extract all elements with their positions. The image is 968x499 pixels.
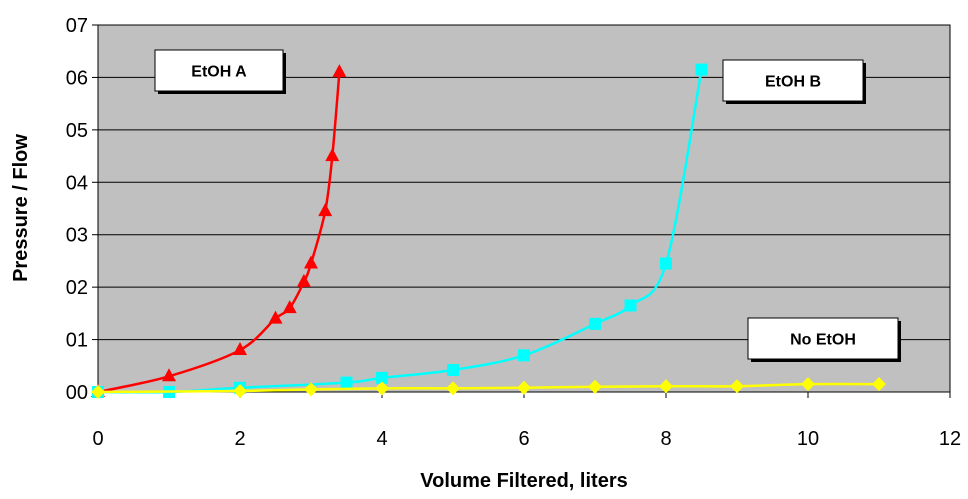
data-point-etoh-b <box>518 349 530 362</box>
y-tick-label: 03 <box>66 225 88 247</box>
label-box-no-etoh <box>747 317 899 360</box>
data-point-no-etoh <box>588 379 602 394</box>
data-point-etoh-b <box>340 376 353 389</box>
data-point-etoh-a <box>282 300 297 314</box>
x-tick-label: 4 <box>376 428 387 450</box>
x-tick-label: 8 <box>660 428 671 450</box>
data-point-etoh-a <box>325 148 340 162</box>
data-point-etoh-a <box>296 273 311 287</box>
y-tick-label: 01 <box>66 330 88 352</box>
y-tick-label: 06 <box>66 67 88 89</box>
data-point-etoh-b <box>589 317 601 330</box>
y-tick-label: 04 <box>66 172 88 194</box>
series-layer <box>91 63 886 399</box>
label-box-etoh-a <box>154 49 284 92</box>
series-line-etoh-a <box>97 72 341 394</box>
series-label-etoh-b: EtOH B <box>765 74 821 91</box>
data-point-etoh-a <box>304 255 318 269</box>
data-point-no-etoh <box>304 382 318 397</box>
data-point-etoh-a <box>318 203 333 217</box>
data-point-no-etoh <box>375 381 389 396</box>
y-tick-label: 05 <box>66 120 88 142</box>
data-point-etoh-b <box>695 63 708 76</box>
data-point-no-etoh <box>872 377 886 392</box>
data-point-etoh-a <box>332 64 347 78</box>
series-labels: EtOH A EtOH B No EtOH <box>154 49 901 362</box>
label-box-etoh-b <box>722 59 864 102</box>
series-line-etoh-b <box>97 69 703 394</box>
data-point-etoh-a <box>162 368 176 382</box>
data-point-no-etoh <box>91 385 105 399</box>
x-tick-label: 6 <box>518 428 529 450</box>
series-label-no-etoh: No EtOH <box>790 332 856 349</box>
data-point-no-etoh <box>233 383 247 398</box>
data-point-no-etoh <box>446 381 460 396</box>
data-point-etoh-a <box>268 310 283 324</box>
data-point-no-etoh <box>801 377 815 392</box>
data-point-etoh-b <box>376 371 388 384</box>
data-point-no-etoh <box>730 379 744 394</box>
x-tick-label: 12 <box>939 428 961 450</box>
data-point-etoh-b <box>660 257 672 270</box>
y-tick-label: 00 <box>66 382 88 404</box>
series-label-etoh-a: EtOH A <box>191 64 247 81</box>
x-axis-title: Volume Filtered, liters <box>420 470 627 492</box>
x-tick-label: 0 <box>92 428 103 450</box>
data-point-etoh-b <box>624 299 637 312</box>
y-tick-label: 07 <box>66 15 88 37</box>
data-point-no-etoh <box>517 380 531 395</box>
data-point-no-etoh <box>659 379 673 394</box>
x-tick-label: 10 <box>797 428 819 450</box>
data-point-etoh-b <box>447 363 459 376</box>
y-axis-title: Pressure / Flow <box>10 134 32 282</box>
data-point-etoh-a <box>233 342 247 356</box>
x-tick-label: 2 <box>234 428 245 450</box>
y-tick-label: 02 <box>66 277 88 299</box>
